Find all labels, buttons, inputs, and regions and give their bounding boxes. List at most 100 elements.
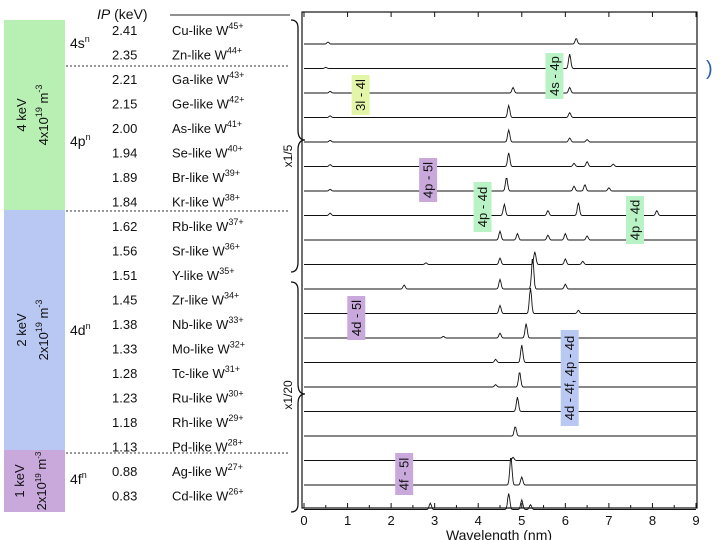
x-axis-label: Wavelength (nm) <box>446 527 552 540</box>
ip-value: 1.18 <box>112 415 137 430</box>
ion-label: Zr-like W34+ <box>172 291 239 308</box>
ip-value: 2.35 <box>112 48 137 63</box>
transition-tag-bg <box>560 330 579 426</box>
ip-value: 0.88 <box>112 464 137 479</box>
transition-tag: 4s - 4p <box>545 53 564 99</box>
spectrum-line <box>304 178 696 192</box>
x-tick-label: 9 <box>692 513 699 528</box>
band-1kev-density-exp: 19 <box>34 473 43 482</box>
band-4kev-unit: m <box>36 93 51 104</box>
scale-x1-5: x1/5 <box>281 144 295 167</box>
x-tick-label: 4 <box>475 513 482 528</box>
band-4kev-density: 4x1019 m-3 <box>34 85 51 146</box>
transition-tag: 4p - 4d <box>473 182 492 232</box>
ion-label: Y-like W35+ <box>172 266 234 283</box>
transition-label: 4p - 5l <box>421 162 436 198</box>
bracket-x1-5 <box>290 19 306 273</box>
shell-4s: 4sn <box>70 34 90 51</box>
band-1kev-unit-exp: -3 <box>34 451 43 459</box>
transition-label: 4s - 4p <box>547 56 562 96</box>
ion-label: Nb-like W33+ <box>172 315 244 332</box>
ip-value: 1.84 <box>112 195 137 210</box>
ip-value: 1.38 <box>112 317 137 332</box>
band-4kev <box>4 20 65 210</box>
x-tick-label: 7 <box>605 513 612 528</box>
transition-tag: 3l - 4l <box>351 75 370 115</box>
ion-label: Se-like W40+ <box>172 144 243 161</box>
band-2kev <box>4 210 65 450</box>
band-2kev-density-exp: 19 <box>34 322 44 332</box>
x-tick-label: 5 <box>518 513 525 528</box>
ion-label: Ga-like W43+ <box>172 70 244 87</box>
band-2kev-unit-exp: -3 <box>34 300 44 308</box>
ip-value: 0.83 <box>112 489 137 504</box>
ip-value: 2.21 <box>112 72 137 87</box>
ip-value: 1.45 <box>112 293 137 308</box>
x-tick-label: 1 <box>344 513 351 528</box>
band-2kev-text: 2 keV <box>14 313 29 347</box>
ip-value: 2.41 <box>112 23 137 38</box>
transition-label: 4f - 5l <box>397 458 412 491</box>
ion-label: Ge-like W42+ <box>172 95 244 112</box>
scale-x1-20: x1/20 <box>281 380 295 410</box>
transition-tag: 4f - 5l <box>395 453 414 495</box>
transition-tag-bg <box>347 296 366 340</box>
band-4kev-energy: 4 keV <box>14 98 29 132</box>
ip-value: 1.33 <box>112 342 137 357</box>
transition-tag: 4p - 5l <box>419 158 438 202</box>
band-4kev-density-base: 4x10 <box>36 117 51 145</box>
spectrum-line <box>304 426 696 437</box>
ip-value: 1.51 <box>112 268 137 283</box>
transition-tag: 4d - 5l <box>347 296 366 340</box>
transition-tag: 4p - 4d <box>626 196 645 244</box>
transition-label: 4p - 4d <box>475 187 490 227</box>
shell-4f: 4fn <box>70 470 87 487</box>
band-2kev-energy: 2 keV <box>14 313 29 347</box>
transition-tag: 4d - 4f, 4p - 4d <box>560 330 579 426</box>
ion-label: Rb-like W37+ <box>172 217 244 234</box>
bracket-x1-20 <box>290 281 306 513</box>
spectrum-line <box>304 103 696 118</box>
x-tick-label: 0 <box>300 513 307 528</box>
transition-tag-bg <box>395 453 414 495</box>
spectrum-line <box>304 456 696 461</box>
svg-text:2x1019 m-3: 2x1019 m-3 <box>34 451 49 510</box>
spectrum-line <box>304 38 696 45</box>
x-axis: 0 1 2 3 4 5 6 7 8 9 <box>300 12 700 528</box>
nav-mark-icon: ) <box>706 58 713 80</box>
transition-tag-bg <box>626 196 645 244</box>
spectrum-line <box>304 323 696 339</box>
band-2kev-density-base: 2x10 <box>36 332 51 360</box>
ip-value: 1.62 <box>112 219 137 234</box>
spectrum-line <box>304 287 696 314</box>
ip-value: 1.89 <box>112 170 137 185</box>
ion-label: Cu-like W45+ <box>172 21 244 38</box>
spectrum-line <box>304 259 696 290</box>
spectrum-line <box>304 458 696 486</box>
transition-tag-bg <box>473 182 492 232</box>
band-1kev <box>4 450 65 512</box>
ion-label: Zn-like W44+ <box>172 46 242 63</box>
ion-label: Rh-like W29+ <box>172 413 244 430</box>
spectrum-line <box>304 493 696 510</box>
x-tick-label: 2 <box>387 513 394 528</box>
x-tick-label: 3 <box>431 513 438 528</box>
band-1kev-density: 2x1019 m-3 <box>34 451 49 510</box>
transition-label: 4p - 4d <box>628 200 643 240</box>
band-4kev-density-exp: 19 <box>34 107 44 117</box>
ion-label: As-like W41+ <box>172 119 242 136</box>
band-1kev-density-base: 2x10 <box>34 482 49 510</box>
spectrum-line <box>304 251 696 265</box>
spectrum-line <box>304 152 696 167</box>
ion-label: Ru-like W30+ <box>172 389 244 406</box>
x-tick-label: 8 <box>649 513 656 528</box>
band-2kev-unit: m <box>36 308 51 319</box>
ion-label: Ag-like W27+ <box>172 462 243 479</box>
band-1kev-unit: m <box>34 459 49 470</box>
shell-4d: 4dn <box>70 321 91 338</box>
spectrum-line <box>304 54 696 69</box>
transition-label: 4d - 5l <box>349 300 364 336</box>
ion-label: Tc-like W31+ <box>172 364 240 381</box>
ion-label: Sr-like W36+ <box>172 242 240 259</box>
transition-tags: 3l - 4l 4s - 4p 4p - 5l 4p - 4d 4p - 4d 4d - … <box>347 53 645 495</box>
